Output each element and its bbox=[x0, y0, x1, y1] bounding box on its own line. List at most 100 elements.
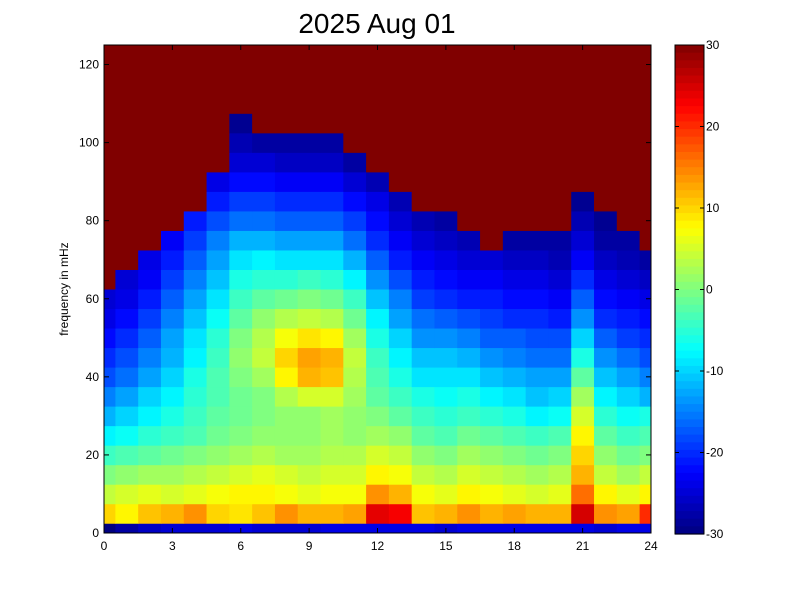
heatmap-cell bbox=[366, 93, 390, 114]
heatmap-cell bbox=[252, 191, 276, 212]
heatmap-cell bbox=[104, 503, 116, 524]
heatmap-cell bbox=[525, 45, 549, 56]
heatmap-cell bbox=[252, 269, 276, 290]
colorbar-segment bbox=[675, 526, 704, 535]
heatmap-cell bbox=[525, 74, 549, 95]
heatmap-cell bbox=[616, 74, 641, 95]
heatmap-cell bbox=[525, 328, 549, 349]
heatmap-cell bbox=[320, 45, 344, 56]
heatmap-cell bbox=[206, 386, 230, 407]
heatmap-cell bbox=[138, 74, 162, 95]
heatmap-cell bbox=[138, 93, 162, 114]
heatmap-cell bbox=[616, 191, 641, 212]
heatmap-cell bbox=[639, 406, 652, 427]
heatmap-cell bbox=[366, 249, 390, 270]
heatmap-cell bbox=[115, 93, 139, 114]
heatmap-cell bbox=[274, 54, 299, 75]
heatmap-cell bbox=[115, 425, 139, 446]
heatmap-cell bbox=[274, 464, 299, 485]
heatmap-cell bbox=[502, 289, 527, 310]
colorbar-segment bbox=[675, 182, 704, 191]
heatmap-cell bbox=[138, 367, 162, 388]
heatmap-cell bbox=[639, 425, 652, 446]
heatmap-cell bbox=[571, 132, 595, 153]
heatmap-cell bbox=[343, 45, 367, 56]
colorbar-segment bbox=[675, 251, 704, 260]
colorbar-segment bbox=[675, 495, 704, 505]
heatmap-cell bbox=[502, 93, 527, 114]
heatmap-cell bbox=[229, 386, 253, 407]
heatmap-cell bbox=[502, 484, 527, 505]
heatmap-cell bbox=[320, 230, 344, 251]
heatmap-cell bbox=[388, 464, 413, 485]
heatmap-cell bbox=[274, 171, 299, 192]
heatmap-cell bbox=[183, 386, 208, 407]
heatmap-cell bbox=[366, 425, 390, 446]
heatmap-cell bbox=[104, 328, 116, 349]
heatmap-cell bbox=[502, 249, 527, 270]
heatmap-cell bbox=[616, 93, 641, 114]
heatmap-cell bbox=[183, 113, 208, 134]
y-tick-label: 20 bbox=[86, 448, 100, 462]
heatmap-cell bbox=[183, 406, 208, 427]
heatmap-cell bbox=[115, 523, 139, 534]
heatmap-cell bbox=[104, 191, 116, 212]
heatmap-cell bbox=[274, 152, 299, 173]
colorbar-segment bbox=[675, 442, 704, 451]
heatmap-cell bbox=[115, 54, 139, 75]
heatmap-cell bbox=[480, 308, 504, 329]
heatmap-cell bbox=[229, 152, 253, 173]
heatmap-cell bbox=[457, 54, 481, 75]
heatmap-cell bbox=[343, 54, 367, 75]
heatmap-cell bbox=[388, 328, 413, 349]
heatmap-cell bbox=[548, 152, 572, 173]
heatmap-cell bbox=[480, 386, 504, 407]
heatmap-cell bbox=[388, 289, 413, 310]
heatmap-cell bbox=[366, 289, 390, 310]
heatmap-cell bbox=[160, 406, 185, 427]
heatmap-cell bbox=[639, 347, 652, 368]
heatmap-cell bbox=[548, 425, 572, 446]
colorbar-segment bbox=[675, 480, 704, 489]
heatmap-cell bbox=[616, 54, 641, 75]
colorbar-segment bbox=[675, 373, 704, 382]
heatmap-cell bbox=[115, 445, 139, 466]
heatmap-cell bbox=[571, 386, 595, 407]
heatmap-cell bbox=[297, 93, 322, 114]
colorbar: 30 20 10 0 -10 -20 -30 bbox=[674, 38, 724, 541]
heatmap-cell bbox=[457, 45, 481, 56]
y-tick-label: 100 bbox=[79, 136, 99, 150]
heatmap-cell bbox=[297, 191, 322, 212]
heatmap-cell bbox=[571, 269, 595, 290]
heatmap-cell bbox=[297, 367, 322, 388]
heatmap-cell bbox=[411, 523, 435, 534]
heatmap-cell bbox=[639, 484, 652, 505]
colorbar-segment bbox=[675, 52, 704, 61]
heatmap-cell bbox=[411, 484, 435, 505]
heatmap-cell bbox=[434, 308, 458, 329]
colorbar-segment bbox=[675, 45, 704, 54]
heatmap-cell bbox=[571, 74, 595, 95]
heatmap-cell bbox=[343, 445, 367, 466]
heatmap-cell bbox=[160, 230, 185, 251]
heatmap-cell bbox=[343, 93, 367, 114]
heatmap-cell bbox=[457, 503, 481, 524]
heatmap-cell bbox=[343, 74, 367, 95]
heatmap-cell bbox=[343, 132, 367, 153]
heatmap-cell bbox=[366, 347, 390, 368]
heatmap-cell bbox=[183, 210, 208, 231]
heatmap-cell bbox=[104, 54, 116, 75]
heatmap-cell bbox=[525, 54, 549, 75]
heatmap-cell bbox=[434, 210, 458, 231]
heatmap-cell bbox=[411, 425, 435, 446]
heatmap-cell bbox=[183, 425, 208, 446]
heatmap-cell bbox=[343, 289, 367, 310]
heatmap-cell bbox=[252, 503, 276, 524]
heatmap-cell bbox=[411, 210, 435, 231]
heatmap-cell bbox=[388, 269, 413, 290]
heatmap-cell bbox=[525, 484, 549, 505]
heatmap-cell bbox=[502, 406, 527, 427]
heatmap-cell bbox=[525, 464, 549, 485]
heatmap-cell bbox=[115, 367, 139, 388]
heatmap-cell bbox=[183, 503, 208, 524]
